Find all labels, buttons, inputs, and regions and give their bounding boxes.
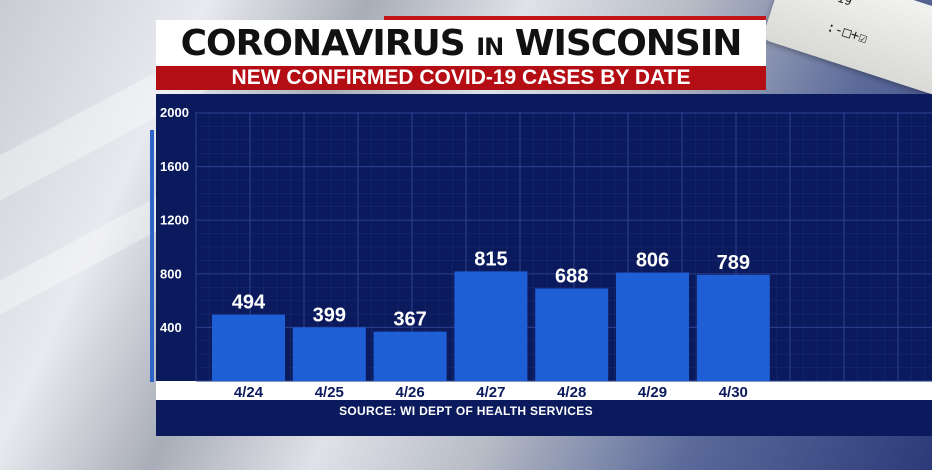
value-label: 367: [393, 309, 426, 331]
title-accent-bar: [384, 16, 766, 22]
y-tick-label: 1600: [160, 159, 189, 174]
x-tick-label: 4/29: [638, 384, 667, 400]
x-tick-label: 4/27: [476, 384, 505, 400]
value-label: 806: [636, 250, 669, 272]
x-tick-label: 4/26: [395, 384, 424, 400]
value-label: 688: [555, 265, 588, 287]
bar-4/24: [212, 314, 285, 381]
y-tick-label: 2000: [160, 105, 189, 120]
bar-4/26: [373, 331, 447, 381]
subtitle-banner: NEW CONFIRMED COVID-19 CASES BY DATE: [156, 66, 766, 90]
bar-4/25: [292, 327, 366, 381]
value-label: 399: [313, 304, 346, 326]
page-title: CORONAVIRUS IN WISCONSIN: [156, 24, 766, 67]
panel-left-accent: [150, 130, 154, 382]
title-part-1: CORONAVIRUS: [180, 23, 477, 64]
value-label: 789: [717, 252, 750, 274]
bar-4/27: [454, 271, 528, 381]
y-tick-label: 800: [160, 266, 182, 281]
x-tick-label: 4/25: [315, 384, 344, 400]
chart-subtitle: NEW CONFIRMED COVID-19 CASES BY DATE: [231, 66, 691, 89]
value-labels: 494 399 367 815 688 806 789: [232, 248, 750, 330]
value-label: 494: [232, 292, 266, 314]
bar-4/28: [535, 288, 609, 381]
x-axis-band: [156, 381, 932, 400]
bar-4/29: [616, 272, 689, 381]
value-label: 815: [474, 248, 507, 270]
title-part-3: WISCONSIN: [503, 23, 743, 64]
title-part-2: IN: [476, 33, 504, 61]
y-axis-ticks: 2000 1600 1200 800 400: [160, 105, 189, 335]
y-tick-label: 1200: [160, 213, 189, 228]
bar-4/30: [696, 274, 770, 381]
x-tick-label: 4/28: [557, 384, 586, 400]
title-banner: CORONAVIRUS IN WISCONSIN: [156, 20, 766, 66]
x-tick-label: 4/24: [234, 384, 264, 400]
bar-chart: 2000 1600 1200 800 400 494 399 367 815 688 806 789…: [160, 105, 932, 400]
bars: [212, 271, 770, 381]
x-tick-label: 4/30: [719, 384, 748, 400]
y-tick-label: 400: [160, 320, 182, 335]
x-axis-labels: 4/24 4/25 4/26 4/27 4/28 4/29 4/30: [234, 384, 748, 400]
source-note: SOURCE: WI DEPT OF HEALTH SERVICES: [339, 404, 593, 418]
